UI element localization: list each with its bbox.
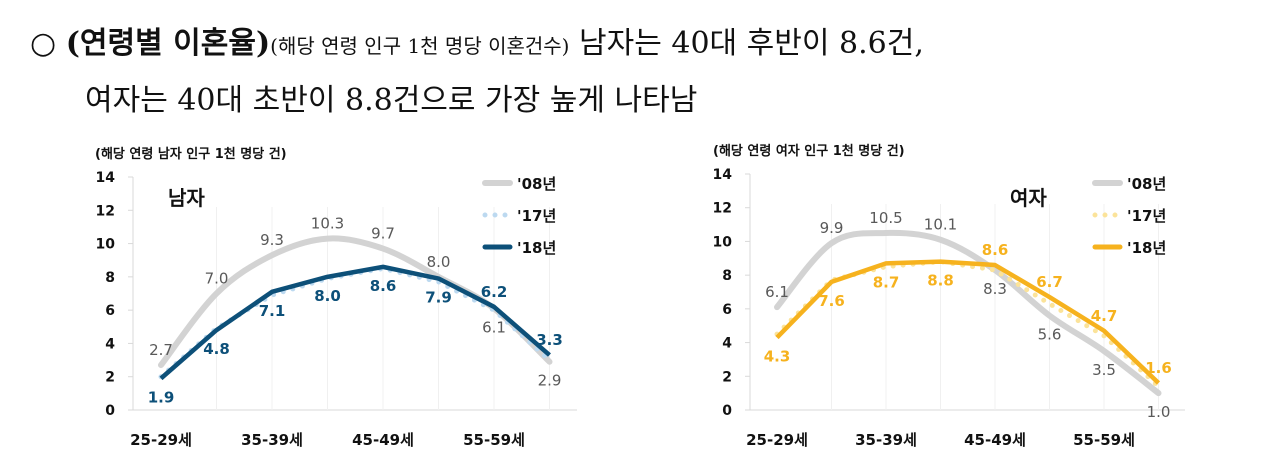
x-tick-label: 35-39세 [241, 431, 303, 449]
y-tick-label: 12 [713, 201, 732, 217]
data-label: 4.3 [764, 348, 791, 366]
y-tick-label: 6 [722, 302, 732, 318]
data-label: 3.3 [536, 331, 563, 349]
y-tick-label: 4 [722, 336, 732, 352]
data-label: 10.3 [311, 215, 344, 233]
data-label: 4.8 [203, 340, 230, 358]
data-label: 10.5 [869, 209, 902, 227]
legend-label: '18년 [517, 239, 556, 257]
legend-label: '08년 [1127, 175, 1166, 193]
data-label: 2.7 [149, 341, 173, 359]
chart-title: 여자 [1010, 186, 1047, 210]
y-tick-label: 0 [105, 403, 115, 419]
data-label: 9.3 [260, 231, 284, 249]
data-label: 8.6 [982, 241, 1009, 259]
chart-title: 남자 [168, 186, 205, 210]
data-label: 8.6 [370, 277, 397, 295]
series-line-2008 [774, 229, 1162, 397]
unit-label: (해당 연령 남자 인구 1천 명당 건) [95, 146, 287, 162]
data-label: 9.7 [371, 225, 395, 243]
series-line-2017 [158, 265, 552, 380]
data-label: 4.7 [1091, 307, 1118, 325]
series-line-2017 [774, 259, 1161, 389]
y-tick-label: 2 [105, 370, 115, 386]
data-label: 1.6 [1145, 359, 1172, 377]
data-label: 8.0 [314, 287, 341, 305]
heading-bold: (연령별 이혼율) [65, 26, 271, 61]
x-tick-label: 45-49세 [964, 431, 1026, 449]
legend-label: '17년 [1127, 207, 1166, 225]
bullet: ○ [30, 26, 57, 61]
data-label: 8.8 [927, 272, 954, 290]
series-line-2018 [159, 264, 551, 381]
data-label: 1.0 [1147, 403, 1171, 421]
y-tick-label: 14 [713, 167, 733, 183]
data-label: 9.9 [820, 219, 844, 237]
data-label: 6.7 [1036, 273, 1063, 291]
heading-line-1: ○ (연령별 이혼율)(해당 연령 인구 1천 명당 이혼건수) 남자는 40대… [30, 18, 924, 62]
legend-label: '08년 [517, 175, 556, 193]
legend-label: '17년 [517, 207, 556, 225]
x-tick-label: 45-49세 [352, 431, 414, 449]
data-label: 3.5 [1092, 361, 1116, 379]
x-tick-label: 35-39세 [855, 431, 917, 449]
y-tick-label: 2 [722, 369, 732, 385]
y-tick-label: 12 [96, 203, 115, 219]
x-tick-label: 55-59세 [1073, 431, 1135, 449]
data-label: 6.2 [481, 283, 508, 301]
data-label: 7.1 [259, 302, 286, 320]
data-label: 8.0 [427, 253, 451, 271]
data-label: 7.9 [425, 289, 452, 307]
series-line-2018 [775, 259, 1161, 385]
y-tick-label: 10 [713, 234, 733, 250]
data-label: 2.9 [538, 372, 562, 390]
y-tick-label: 6 [105, 303, 115, 319]
data-label: 10.1 [924, 216, 957, 234]
data-label: 6.1 [482, 318, 506, 336]
data-label: 8.3 [983, 280, 1007, 298]
data-label: 6.1 [765, 283, 789, 301]
y-tick-label: 14 [96, 170, 116, 186]
unit-label: (해당 연령 여자 인구 1천 명당 건) [713, 143, 905, 159]
data-label: 1.9 [148, 388, 175, 406]
y-tick-label: 8 [722, 268, 732, 284]
heading-rest: 남자는 40대 후반이 8.6건, [569, 26, 924, 61]
y-tick-label: 0 [722, 403, 732, 419]
y-tick-label: 4 [105, 336, 115, 352]
data-label: 8.7 [873, 273, 900, 291]
legend-label: '18년 [1127, 239, 1166, 257]
heading-line-2: 여자는 40대 초반이 8.8건으로 가장 높게 나타남 [85, 83, 698, 118]
y-tick-label: 10 [96, 237, 116, 253]
x-tick-label: 55-59세 [463, 431, 525, 449]
data-label: 5.6 [1038, 326, 1062, 344]
heading-paren: (해당 연령 인구 1천 명당 이혼건수) [270, 34, 570, 58]
data-label: 7.0 [205, 270, 229, 288]
y-tick-label: 8 [105, 270, 115, 286]
x-tick-label: 25-29세 [746, 431, 808, 449]
data-label: 7.6 [818, 292, 845, 310]
x-tick-label: 25-29세 [130, 431, 192, 449]
